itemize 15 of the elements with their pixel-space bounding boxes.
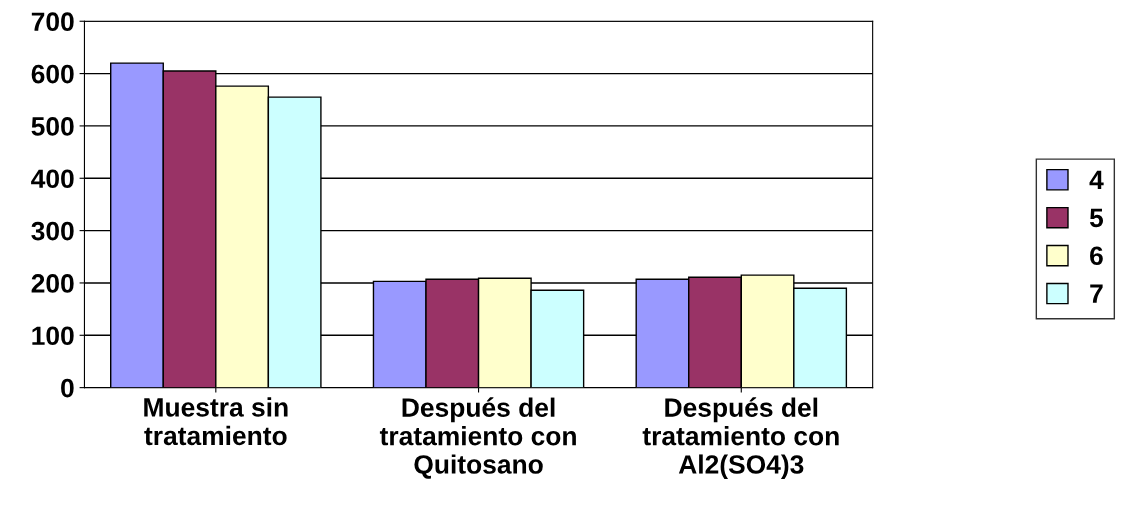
y-tick-label: 300 xyxy=(31,221,74,241)
y-tick-label: 200 xyxy=(31,274,74,293)
legend-label: 7 xyxy=(1090,284,1103,303)
x-tick-label: Después del tratamiento con Quitosano xyxy=(379,397,576,479)
x-tick-label: Muestra sin tratamiento xyxy=(144,397,288,446)
legend-label: 4 xyxy=(1089,170,1104,189)
legend-label: 5 xyxy=(1089,208,1104,228)
y-tick-label: 700 xyxy=(31,12,74,32)
legend-label: 6 xyxy=(1090,246,1103,266)
y-tick-label: 500 xyxy=(31,117,74,136)
y-tick-label: 400 xyxy=(31,169,74,189)
y-tick-label: 600 xyxy=(31,64,74,84)
y-tick-label: 0 xyxy=(61,378,74,398)
x-tick-label: Después del tratamiento con Al2(SO4)3 xyxy=(642,397,839,480)
y-tick-label: 100 xyxy=(32,326,74,346)
